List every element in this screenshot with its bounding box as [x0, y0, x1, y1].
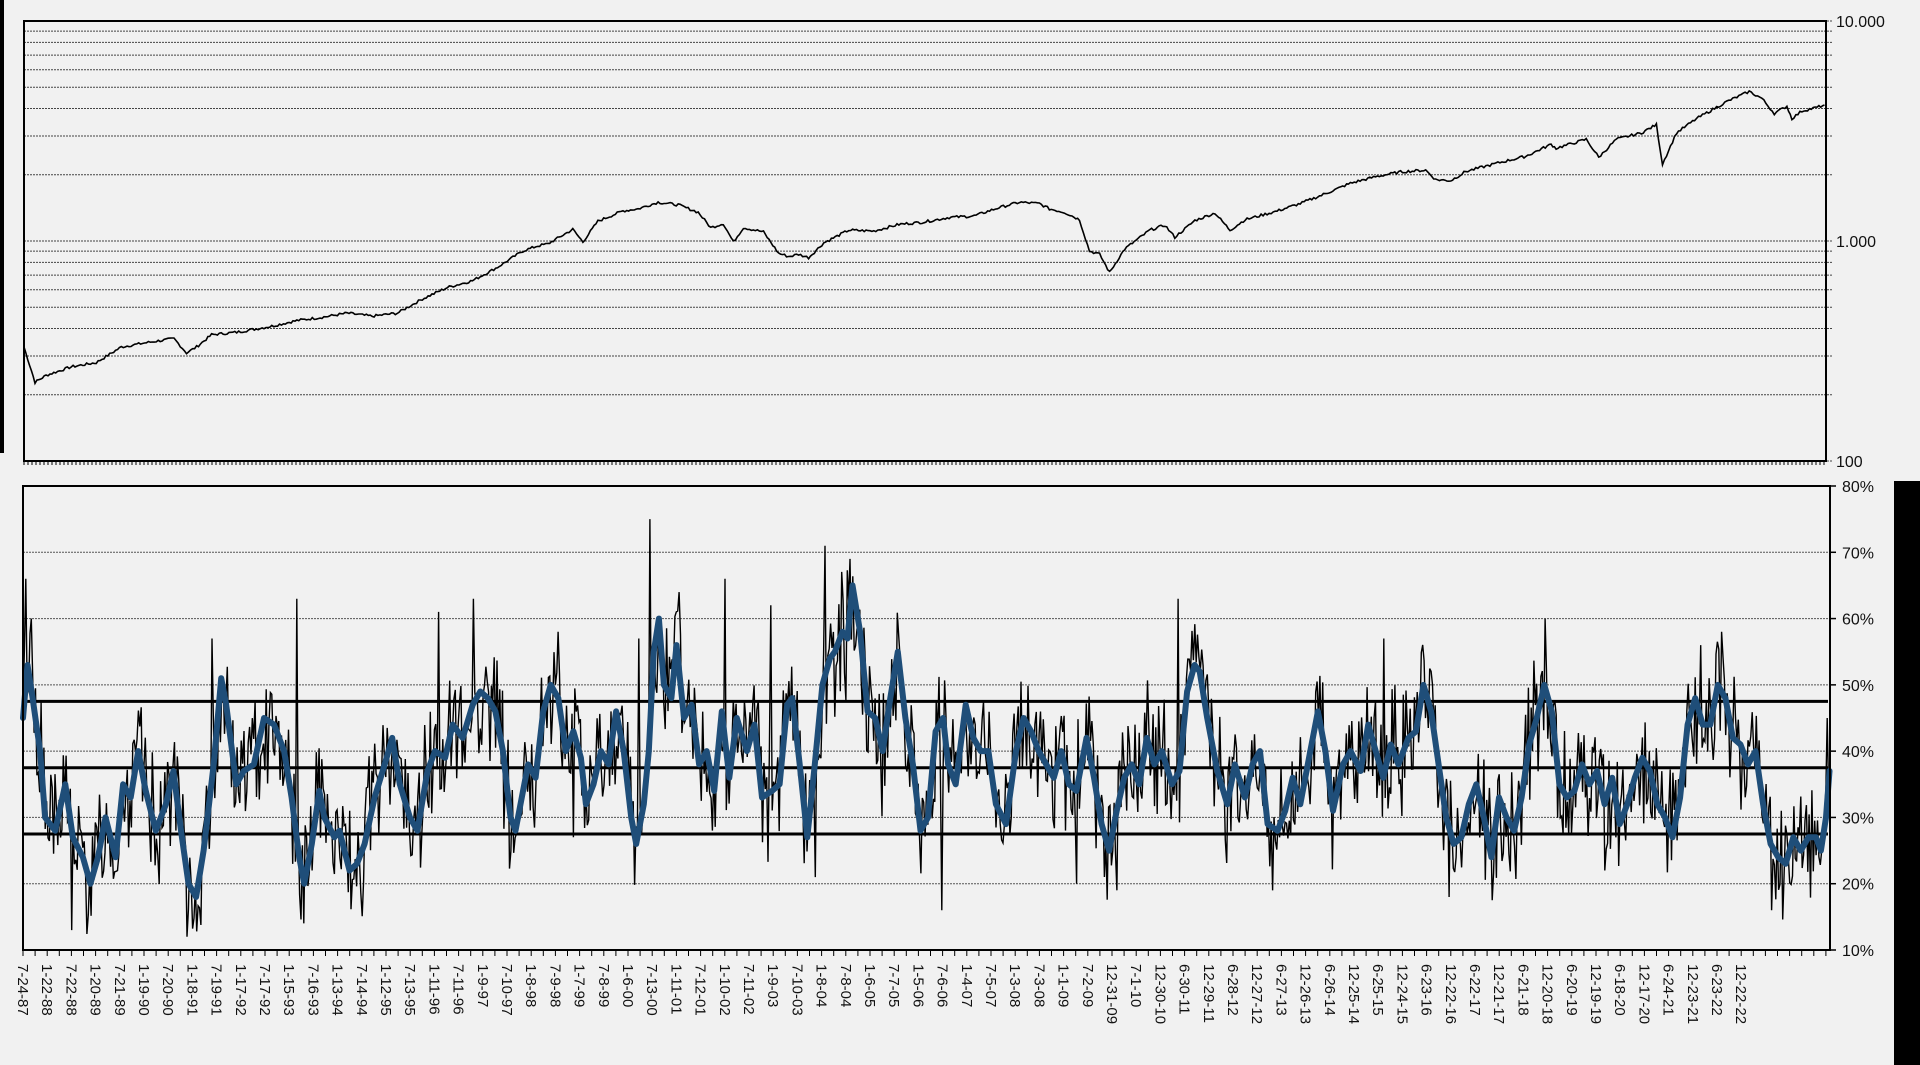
smoothed-series-line: [20, 582, 1833, 900]
x-tick-label: 1-10-02: [716, 964, 733, 1016]
x-tick-label: 6-21-18: [1514, 964, 1531, 1016]
x-tick-label: 7-11-02: [740, 964, 757, 1015]
x-tick-label: 7-8-04: [837, 964, 854, 1007]
top-plot-frame: [23, 20, 1827, 462]
x-tick-label: 12-22-16: [1442, 964, 1459, 1024]
x-tick-label: 7-3-08: [1030, 964, 1047, 1007]
x-tick-label: 1-13-94: [329, 964, 346, 1016]
x-tick-label: 1-18-91: [183, 964, 200, 1016]
x-tick-label: 1-20-89: [87, 964, 104, 1016]
x-tick-label: 6-20-19: [1563, 964, 1580, 1016]
x-tick-label: 7-9-98: [546, 964, 563, 1007]
x-tick-label: 1-9-97: [474, 964, 491, 1007]
x-tick-label: 12-23-21: [1684, 964, 1701, 1024]
y-tick-label: 70%: [1842, 545, 1874, 562]
x-tick-label: 7-10-97: [498, 964, 515, 1016]
bottom-gridlines: [23, 485, 1836, 951]
x-tick-label: 7-10-03: [788, 964, 805, 1016]
bottom-plot-frame: [22, 485, 1831, 951]
x-tick-label: 12-26-13: [1297, 964, 1314, 1024]
y-tick-label: 10%: [1842, 943, 1874, 960]
x-tick-label: 1-9-03: [764, 964, 781, 1007]
x-tick-label: 1-17-92: [232, 964, 249, 1016]
bottom-x-ticks: [22, 950, 1827, 956]
bottom-y-axis-labels: 10% 20% 30% 40% 50% 60% 70% 80%: [1842, 479, 1874, 960]
x-tick-label: 1-4-07: [958, 964, 975, 1007]
x-tick-label: 7-19-91: [208, 964, 225, 1016]
x-tick-label: 7-1-10: [1127, 964, 1144, 1007]
x-tick-label: 7-21-89: [111, 964, 128, 1016]
price-line: [23, 89, 1825, 386]
x-tick-label: 7-7-05: [885, 964, 902, 1007]
x-tick-label: 1-5-06: [909, 964, 926, 1007]
x-tick-label: 1-11-96: [425, 964, 442, 1015]
x-tick-label: 6-27-13: [1272, 964, 1289, 1016]
y-tick-label: 60%: [1842, 612, 1874, 629]
price-chart-log: 100 1.000 10.000: [23, 14, 1885, 471]
y-tick-label: 20%: [1842, 877, 1874, 894]
x-tick-label: 12-19-19: [1587, 964, 1604, 1024]
x-tick-label: 7-6-06: [934, 964, 951, 1007]
x-tick-label: 7-2-09: [1079, 964, 1096, 1007]
x-tick-label: 12-27-12: [1248, 964, 1265, 1024]
x-tick-label: 7-11-96: [450, 964, 467, 1015]
x-tick-label: 12-17-20: [1635, 964, 1652, 1024]
y-tick-label: 50%: [1842, 678, 1874, 695]
x-tick-label: 1-3-08: [1006, 964, 1023, 1007]
x-tick-label: 1-15-93: [280, 964, 297, 1016]
x-tick-label: 1-8-04: [813, 964, 830, 1007]
x-tick-label: 6-28-12: [1224, 964, 1241, 1016]
x-tick-label: 1-19-90: [135, 964, 152, 1016]
percent-chart: 10%20%30%40%50%60%70%80% 7-24-87 1-22-88 7…: [14, 479, 1874, 1024]
x-tick-label: 12-24-15: [1393, 964, 1410, 1024]
x-tick-label: 1-7-99: [571, 964, 588, 1007]
x-tick-label: 6-22-17: [1466, 964, 1483, 1016]
x-tick-label: 12-30-10: [1151, 964, 1168, 1024]
y-tick-label: 10.000: [1836, 14, 1885, 31]
x-tick-label: 6-24-21: [1660, 964, 1677, 1016]
x-tick-label: 6-23-22: [1708, 964, 1725, 1016]
raw-series-line: [22, 519, 1831, 937]
x-tick-label: 6-26-14: [1321, 964, 1338, 1016]
y-tick-label: 80%: [1842, 479, 1874, 496]
x-tick-label: 12-29-11: [1200, 964, 1217, 1023]
top-y-axis-labels: 100 1.000 10.000: [1836, 14, 1885, 471]
x-tick-label: 1-6-05: [861, 964, 878, 1007]
x-tick-label: 7-13-95: [401, 964, 418, 1016]
x-axis-date-labels: 7-24-87 1-22-88 7-22-88 1-20-89 7-21-89 1-19-…: [14, 964, 1749, 1024]
right-edge-bar: [1894, 481, 1920, 1065]
x-tick-label: 1-22-88: [38, 964, 55, 1016]
x-tick-label: 7-17-92: [256, 964, 273, 1016]
x-tick-label: 6-30-11: [1176, 964, 1193, 1015]
x-tick-label: 12-25-14: [1345, 964, 1362, 1024]
top-gridlines: [24, 20, 1832, 462]
y-tick-label: 100: [1836, 454, 1863, 471]
x-tick-label: 7-5-07: [982, 964, 999, 1007]
x-tick-label: 12-21-17: [1490, 964, 1507, 1024]
y-tick-label: 40%: [1842, 744, 1874, 761]
x-tick-label: 7-13-00: [643, 964, 660, 1016]
x-tick-label: 1-8-98: [522, 964, 539, 1007]
x-tick-label: 7-20-90: [159, 964, 176, 1016]
x-tick-label: 1-11-01: [667, 964, 684, 1015]
x-tick-label: 1-1-09: [1055, 964, 1072, 1007]
x-tick-label: 7-16-93: [304, 964, 321, 1016]
y-tick-label: 1.000: [1836, 234, 1876, 251]
x-tick-label: 1-6-00: [619, 964, 636, 1007]
x-tick-label: 6-23-16: [1418, 964, 1435, 1016]
x-tick-label: 7-12-01: [692, 964, 709, 1016]
left-edge-bar: [0, 0, 4, 453]
x-tick-label: 7-22-88: [62, 964, 79, 1016]
x-tick-label: 12-31-09: [1103, 964, 1120, 1024]
x-tick-label: 7-14-94: [353, 964, 370, 1016]
x-tick-label: 6-18-20: [1611, 964, 1628, 1016]
x-tick-label: 12-22-22: [1732, 964, 1749, 1024]
x-tick-label: 12-20-18: [1539, 964, 1556, 1024]
x-tick-label: 7-8-99: [595, 964, 612, 1007]
x-tick-label: 7-24-87: [14, 964, 31, 1016]
x-tick-label: 1-12-95: [377, 964, 394, 1016]
y-tick-label: 30%: [1842, 810, 1874, 827]
x-tick-label: 6-25-15: [1369, 964, 1386, 1016]
